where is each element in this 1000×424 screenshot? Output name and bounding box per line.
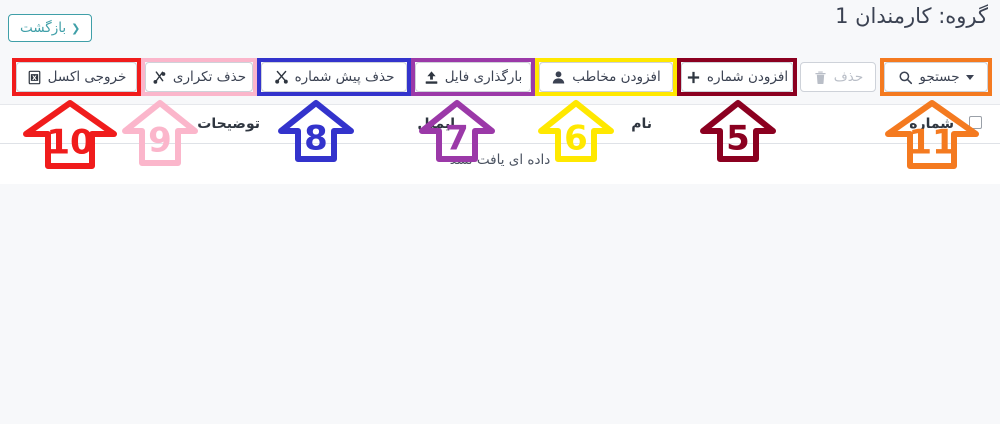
person-icon — [551, 70, 566, 85]
table-body: داده ای یافت نشد — [0, 144, 1000, 184]
back-button[interactable]: ❮ بازگشت — [8, 14, 93, 42]
scissors-icon — [274, 70, 289, 85]
excel-file-icon: X — [27, 70, 42, 85]
trash-icon — [813, 70, 828, 85]
remove-prefix-button-label: حذف پیش شماره — [294, 69, 395, 85]
add-number-button-label: افزودن شماره — [706, 69, 789, 85]
top-bar: گروه: کارمندان 1 ❮ بازگشت — [0, 0, 1000, 52]
search-button-label: جستجو — [919, 69, 960, 85]
add-contact-button-label: افزودن مخاطب — [572, 69, 661, 85]
delete-button[interactable]: حذف — [800, 62, 876, 92]
select-all-checkbox[interactable] — [969, 116, 982, 129]
chevron-down-icon — [965, 74, 974, 80]
empty-state-message: داده ای یافت نشد — [449, 152, 551, 168]
page-title: گروه: کارمندان 1 — [835, 4, 988, 28]
excel-export-button[interactable]: خروجی اکسل X — [16, 62, 137, 92]
column-header-name[interactable]: نام — [631, 116, 652, 132]
search-button[interactable]: جستجو — [884, 62, 988, 92]
column-header-email[interactable]: ایمیل — [417, 116, 455, 132]
plus-icon — [686, 70, 701, 85]
excel-export-button-label: خروجی اکسل — [47, 69, 127, 85]
svg-text:X: X — [32, 74, 37, 81]
contacts-table: شماره نام ایمیل توضیحات داده ای یافت نشد — [0, 104, 1000, 184]
remove-duplicates-button-label: حذف تکراری — [172, 69, 247, 85]
remove-prefix-button[interactable]: حذف پیش شماره — [261, 62, 407, 92]
remove-duplicates-button[interactable]: حذف تکراری — [145, 62, 253, 92]
upload-file-button-label: بارگذاری فایل — [444, 69, 523, 85]
add-contact-button[interactable]: افزودن مخاطب — [539, 62, 673, 92]
table-header-row: شماره نام ایمیل توضیحات — [0, 104, 1000, 144]
upload-icon — [424, 70, 439, 85]
delete-button-label: حذف — [833, 69, 864, 85]
select-all-cell — [958, 105, 992, 143]
back-button-label: بازگشت — [20, 20, 67, 36]
column-header-description[interactable]: توضیحات — [197, 116, 260, 132]
toolbar: جستجو حذف افزودن شماره افزودن مخاطب — [0, 62, 1000, 96]
column-header-number[interactable]: شماره — [909, 116, 954, 132]
search-icon — [898, 70, 913, 85]
cut-branch-icon — [152, 70, 167, 85]
upload-file-button[interactable]: بارگذاری فایل — [415, 62, 531, 92]
add-number-button[interactable]: افزودن شماره — [681, 62, 793, 92]
chevron-left-icon: ❮ — [71, 21, 81, 35]
